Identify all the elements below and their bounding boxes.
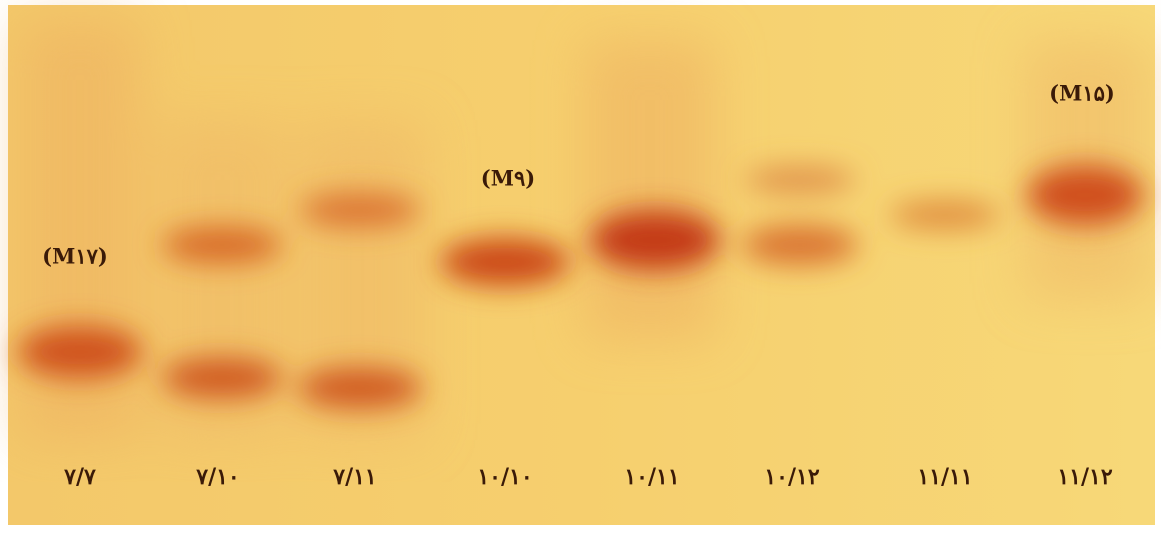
annotations: (M۱۷) (M۹) (M۱۵)	[42, 81, 1115, 269]
lane-label: ۱۰/۱۲	[764, 464, 819, 490]
lane-labels: ۷/۷ ۷/۱۰ ۷/۱۱ ۱۰/۱۰ ۱۰/۱۱ ۱۰/۱۲ ۱۱/۱۱ ۱۱…	[63, 464, 1113, 490]
lane-label: ۱۰/۱۰	[477, 464, 532, 490]
lane-label: ۷/۱۰	[195, 464, 239, 490]
annotation: (M۱۵)	[1049, 81, 1115, 106]
lane-label: ۱۰/۱۱	[624, 464, 679, 490]
lane-label: ۱۱/۱۱	[917, 464, 972, 490]
annotation: (M۱۷)	[42, 244, 108, 269]
lane-label: ۷/۱۱	[332, 464, 376, 490]
lane-smears	[20, 20, 1150, 440]
annotation: (M۹)	[481, 166, 535, 191]
lane-label: ۱۱/۱۲	[1057, 464, 1112, 490]
lane-label: ۷/۷	[63, 464, 96, 490]
bands	[18, 165, 1143, 408]
